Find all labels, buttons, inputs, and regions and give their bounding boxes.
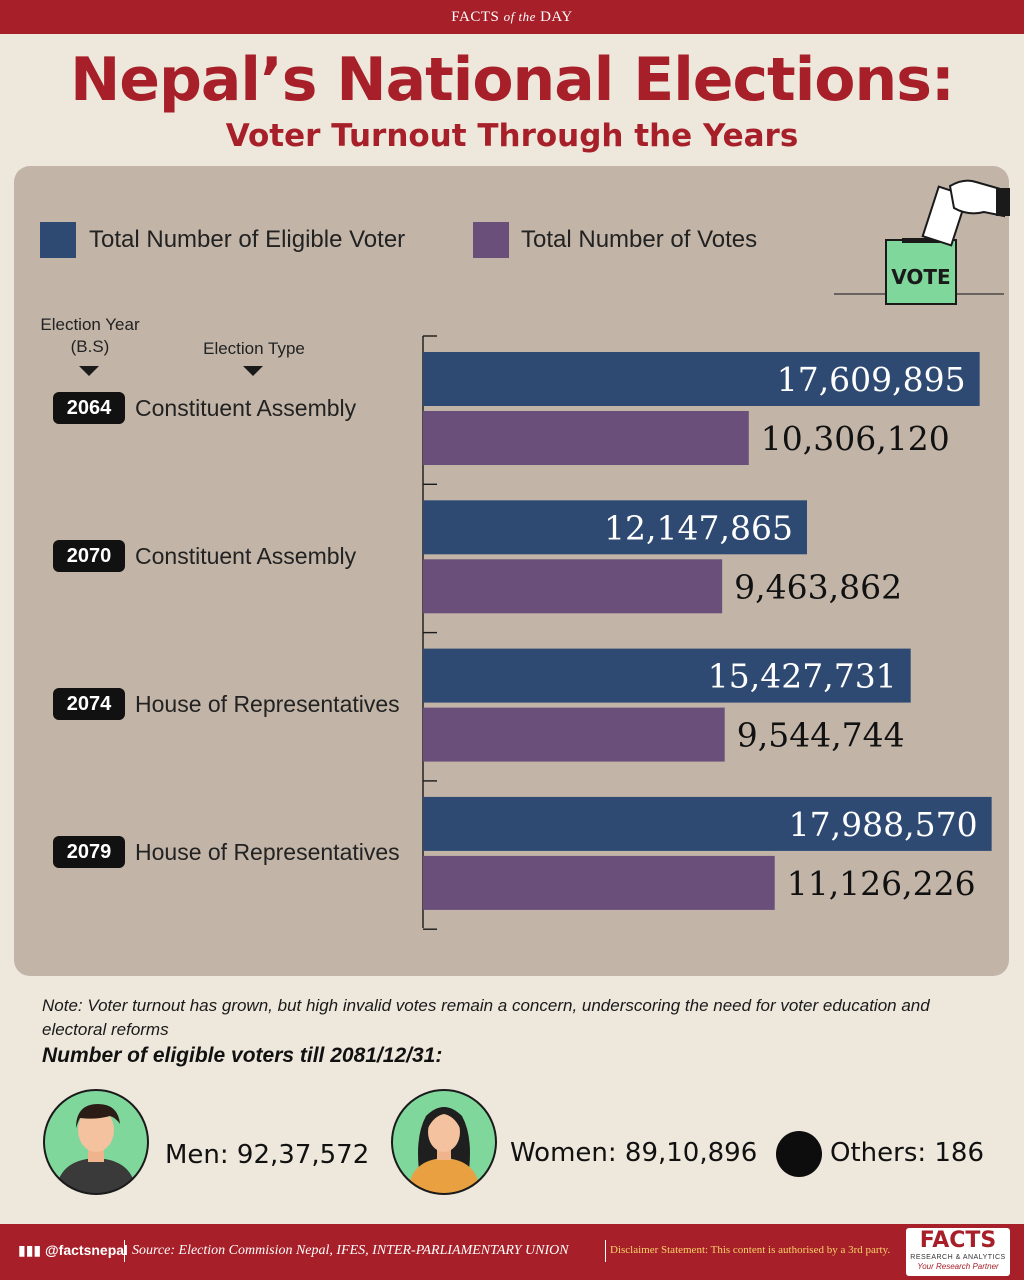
- type-header: Election Type: [203, 339, 305, 358]
- vote-box-label: VOTE: [891, 265, 950, 289]
- logo-text: FACTS: [919, 1228, 997, 1253]
- year-header-line1: Election Year: [40, 315, 140, 334]
- bar-label-eligible-2079: 17,988,570: [789, 805, 978, 844]
- chart-bars-icon: ▮▮▮: [18, 1242, 42, 1258]
- election-type-2079: House of Representatives: [135, 839, 400, 865]
- footer-divider: [124, 1240, 125, 1262]
- footer-handle[interactable]: ▮▮▮ @factsnepal: [18, 1242, 128, 1259]
- bar-votes-2079: [423, 855, 775, 910]
- year-badge-2064: 2064: [53, 392, 125, 424]
- bar-label-votes-2070: 9,463,862: [734, 567, 902, 606]
- bar-eligible-2074: [423, 648, 911, 703]
- bar-eligible-2064: [423, 352, 980, 406]
- footer-divider: [605, 1240, 606, 1262]
- bar-label-votes-2074: 9,544,744: [737, 716, 905, 755]
- top-banner: FACTS of the DAY: [0, 0, 1024, 34]
- bar-label-votes-2079: 11,126,226: [787, 864, 976, 903]
- eligible-voters-title: Number of eligible voters till 2081/12/3…: [42, 1044, 443, 1067]
- bar-label-eligible-2074: 15,427,731: [708, 657, 897, 696]
- page-title: Nepal’s National Elections:: [70, 45, 955, 115]
- top-banner-of-the: of the: [503, 9, 536, 24]
- bar-eligible-2079: [423, 796, 992, 851]
- facts-logo: FACTS RESEARCH & ANALYTICS Your Research…: [906, 1228, 1010, 1276]
- women-count: Women: 89,10,896: [510, 1138, 758, 1168]
- year-badge-2074: 2074: [53, 688, 125, 720]
- legend-label-eligible: Total Number of Eligible Voter: [89, 226, 406, 253]
- bar-label-eligible-2064: 17,609,895: [777, 360, 966, 399]
- type-header-arrow-icon: [243, 366, 263, 376]
- note-text: Note: Voter turnout has grown, but high …: [42, 996, 930, 1039]
- election-type-2070: Constituent Assembly: [135, 543, 357, 569]
- footer-source: Source: Election Commision Nepal, IFES, …: [132, 1243, 569, 1258]
- bar-votes-2064: [423, 411, 749, 465]
- footer-bar: ▮▮▮ @factsnepal Source: Election Commisi…: [0, 1224, 1024, 1280]
- bar-label-votes-2064: 10,306,120: [761, 419, 950, 458]
- man-avatar-icon: [43, 1089, 149, 1195]
- woman-avatar-icon: [391, 1089, 497, 1195]
- footer-handle-text: @factsnepal: [45, 1242, 128, 1258]
- logo-tagline: Your Research Partner: [917, 1262, 999, 1271]
- year-badge-2079: 2079: [53, 836, 125, 868]
- bar-eligible-2070: [423, 500, 808, 555]
- year-badge-2070: 2070: [53, 540, 125, 572]
- logo-subtext: RESEARCH & ANALYTICS: [910, 1254, 1006, 1261]
- election-type-2074: House of Representatives: [135, 691, 400, 717]
- election-type-2064: Constituent Assembly: [135, 395, 357, 421]
- bar-votes-2070: [423, 559, 723, 614]
- others-dot-icon: [776, 1131, 822, 1177]
- year-header: Election Year (B.S): [34, 314, 146, 358]
- page-subtitle: Voter Turnout Through the Years: [225, 118, 799, 154]
- year-header-line2: (B.S): [70, 337, 110, 356]
- top-banner-day: DAY: [540, 9, 573, 25]
- bar-label-eligible-2070: 12,147,865: [604, 508, 793, 547]
- ballot-box-icon: VOTE: [834, 179, 1010, 305]
- top-banner-facts: FACTS: [451, 9, 500, 25]
- men-count: Men: 92,37,572: [165, 1140, 370, 1170]
- year-header-arrow-icon: [79, 366, 99, 376]
- bar-votes-2074: [423, 707, 725, 762]
- legend-swatch-eligible: [40, 222, 76, 258]
- others-count: Others: 186: [830, 1138, 985, 1168]
- footer-disclaimer: Disclaimer Statement: This content is au…: [610, 1244, 891, 1256]
- legend-label-votes: Total Number of Votes: [521, 226, 758, 253]
- legend-swatch-votes: [473, 222, 509, 258]
